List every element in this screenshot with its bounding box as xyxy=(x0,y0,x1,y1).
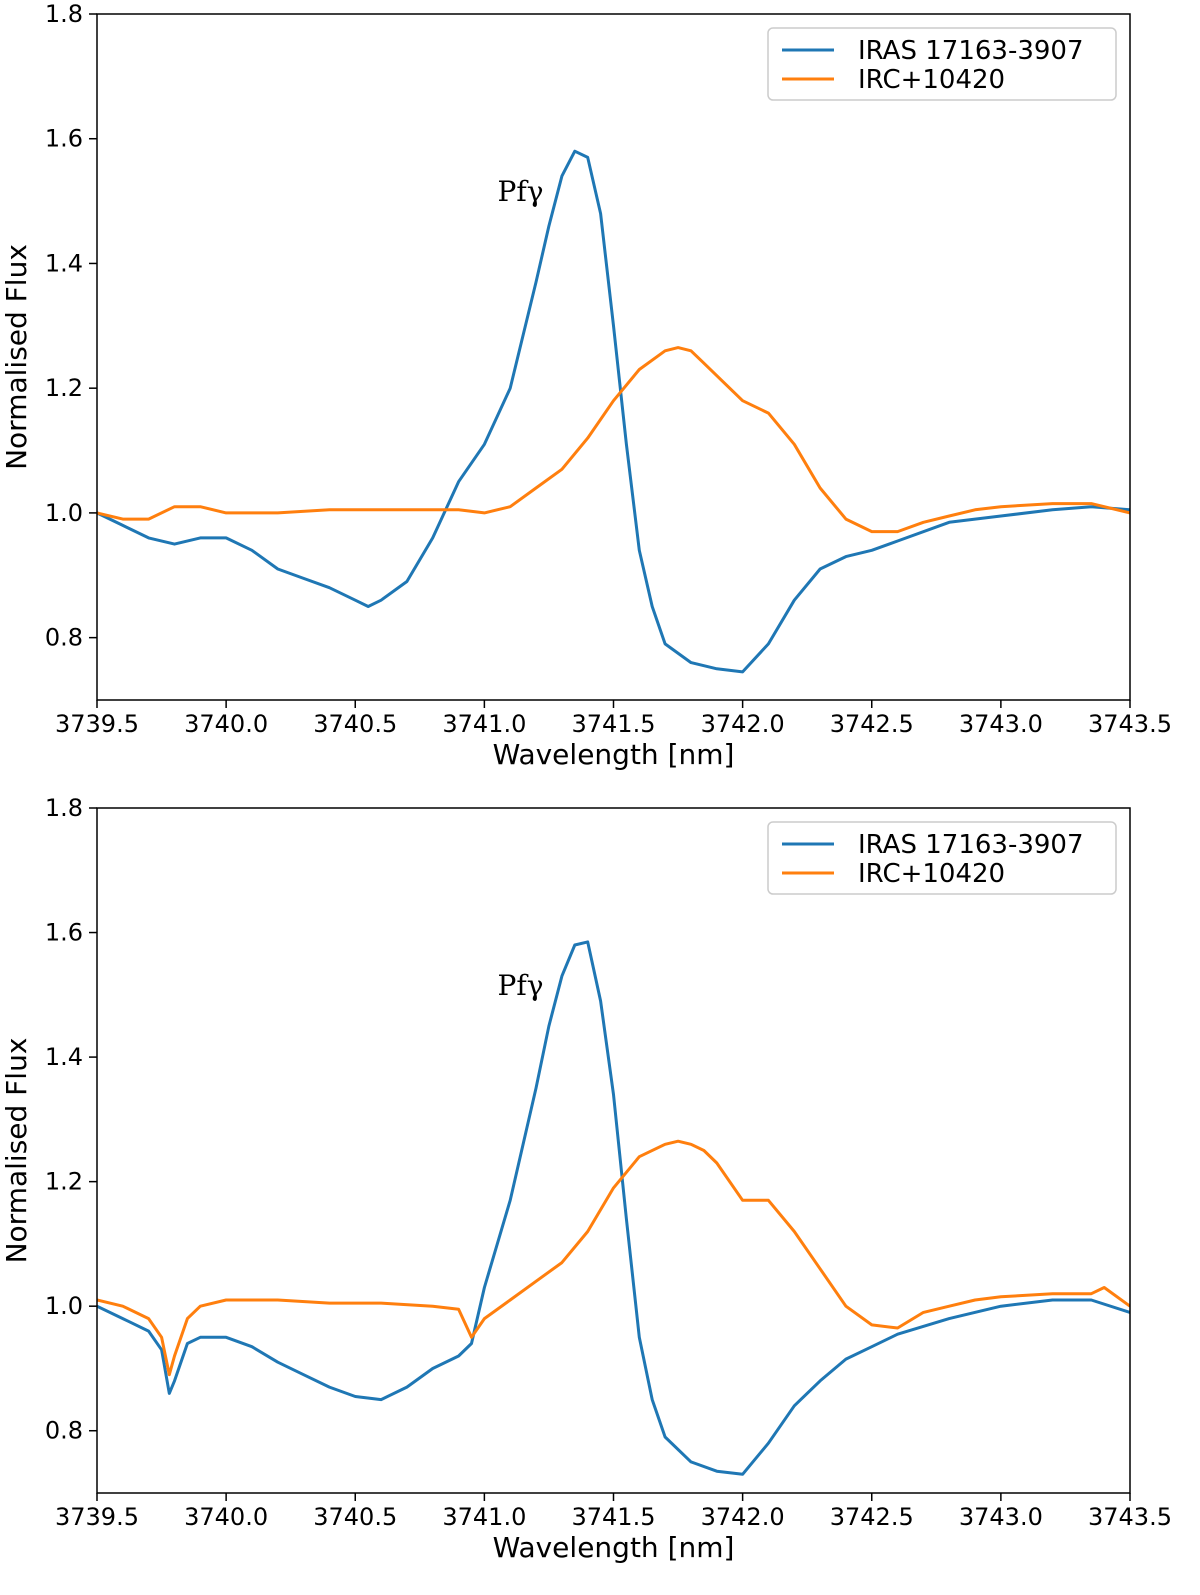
y-tick-label: 1.2 xyxy=(45,374,83,402)
y-tick-label: 1.2 xyxy=(45,1168,83,1196)
y-tick-label: 1.0 xyxy=(45,499,83,527)
x-tick-label: 3742.5 xyxy=(830,710,914,738)
legend-box xyxy=(767,821,1117,895)
annotation-label: Pfγ xyxy=(498,175,544,208)
x-tick-label: 3742.5 xyxy=(830,1503,914,1531)
annotation-label: Pfγ xyxy=(498,969,544,1002)
y-tick-label: 1.8 xyxy=(45,794,83,822)
x-tick-label: 3740.0 xyxy=(184,1503,268,1531)
y-tick-label: 1.4 xyxy=(45,249,83,277)
legend-label-2: IRC+10420 xyxy=(858,859,1005,889)
series-group xyxy=(97,940,1130,1476)
x-tick-label: 3740.0 xyxy=(184,710,268,738)
legend-label-2: IRC+10420 xyxy=(858,65,1005,95)
x-tick-label: 3740.5 xyxy=(313,710,397,738)
series-group xyxy=(97,149,1130,674)
y-tick-label: 1.8 xyxy=(45,0,83,28)
x-tick-label: 3739.5 xyxy=(55,710,139,738)
y-tick-label: 1.6 xyxy=(45,919,83,947)
x-tick-label: 3741.5 xyxy=(572,1503,656,1531)
legend-box xyxy=(767,27,1117,101)
x-tick-label: 3740.5 xyxy=(313,1503,397,1531)
y-axis-label: Normalised Flux xyxy=(0,1038,33,1264)
x-tick-label: 3743.5 xyxy=(1088,710,1172,738)
legend-label-1: IRAS 17163-3907 xyxy=(858,830,1084,860)
x-axis-label: Wavelength [nm] xyxy=(493,1531,735,1564)
x-tick-label: 3742.0 xyxy=(701,1503,785,1531)
y-tick-label: 1.0 xyxy=(45,1292,83,1320)
y-tick-label: 1.6 xyxy=(45,125,83,153)
x-tick-label: 3743.0 xyxy=(959,1503,1043,1531)
x-axis-label: Wavelength [nm] xyxy=(493,738,735,771)
chart-panel-1: 3739.5 3740.0 3740.5 3741.0 3741.5 3742.0 3742… xyxy=(0,0,1172,771)
x-tick-label: 3741.0 xyxy=(442,1503,526,1531)
axes-frame xyxy=(96,13,1131,701)
x-tick-label: 3741.0 xyxy=(442,710,526,738)
series-line-1 xyxy=(97,940,1130,1476)
series-line-2 xyxy=(97,1139,1130,1377)
y-tick-label: 0.8 xyxy=(45,624,83,652)
series-line-1 xyxy=(97,149,1130,674)
axes-frame xyxy=(96,807,1131,1494)
series-line-2 xyxy=(97,346,1130,534)
y-axis-label: Normalised Flux xyxy=(0,244,33,470)
x-tick-label: 3742.0 xyxy=(701,710,785,738)
y-tick-label: 0.8 xyxy=(45,1417,83,1445)
chart-panel-2: 3739.5 3740.0 3740.5 3741.0 3741.5 3742.0 3742… xyxy=(0,794,1172,1564)
y-tick-label: 1.4 xyxy=(45,1043,83,1071)
x-tick-label: 3743.5 xyxy=(1088,1503,1172,1531)
x-tick-label: 3741.5 xyxy=(572,710,656,738)
x-tick-label: 3743.0 xyxy=(959,710,1043,738)
x-tick-label: 3739.5 xyxy=(55,1503,139,1531)
legend-label-1: IRAS 17163-3907 xyxy=(858,36,1084,66)
